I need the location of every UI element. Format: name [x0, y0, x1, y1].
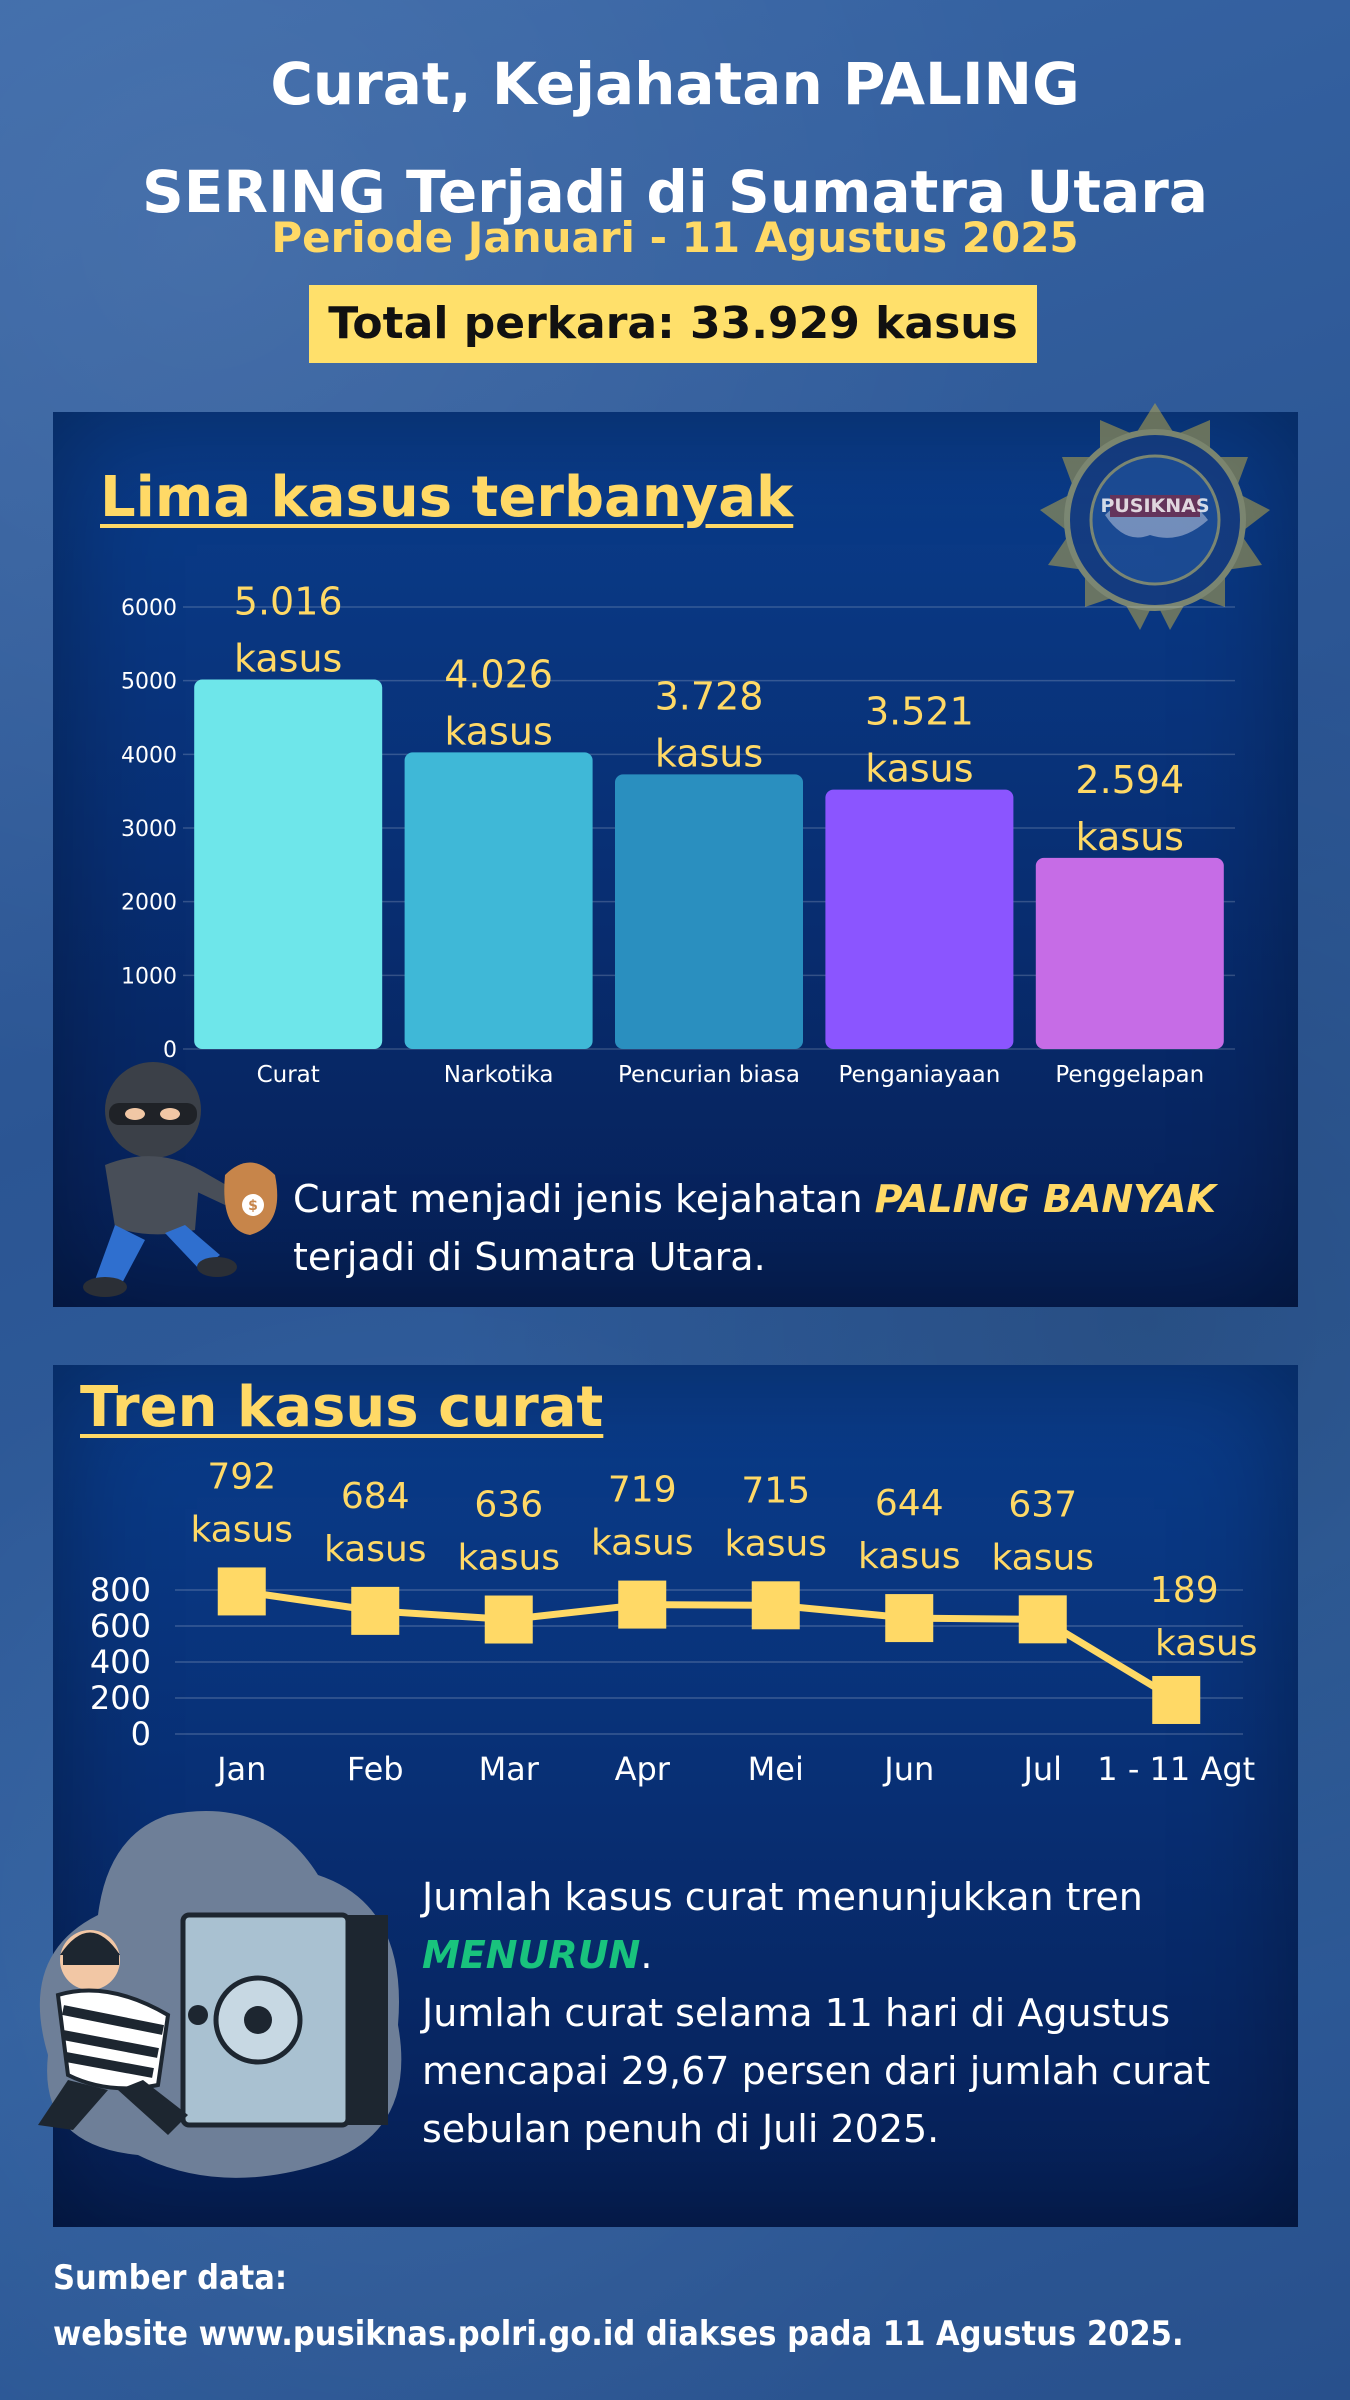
trend-point: [217, 1567, 266, 1616]
trend-category-label: Feb: [347, 1750, 404, 1788]
source-label: Sumber data:: [53, 2258, 288, 2298]
title-line-2: SERING Terjadi di Sumatra Utara: [142, 158, 1208, 226]
bar-category-label: Narkotika: [444, 1062, 554, 1088]
bar-y-tick-label: 2000: [121, 891, 177, 916]
safe-cracker-illustration: [38, 1811, 402, 2178]
trend-value-label: 684: [341, 1476, 410, 1517]
top-cases-heading: Lima kasus terbanyak: [100, 465, 794, 530]
bar-unit-label: kasus: [234, 636, 342, 680]
trend-category-label: Apr: [615, 1750, 671, 1788]
trend-point: [1018, 1595, 1067, 1644]
top-cases-bar-chart: 0 1000 2000 3000 4000 5000 6000 5.016 kasus Cura…: [121, 579, 1235, 1088]
trend-value-label: 715: [741, 1470, 810, 1511]
trend-value-label: 189: [1150, 1570, 1219, 1611]
desc1-prefix: Curat menjadi jenis kejahatan: [293, 1177, 875, 1221]
desc2-prefix: Jumlah kasus curat menunjukkan tren: [422, 1875, 1143, 1919]
desc2-rest: Jumlah curat selama 11 hari di Agustus m…: [422, 1991, 1211, 2151]
bar-value-label: 2.594: [1075, 758, 1184, 802]
trend-unit-label: kasus: [1155, 1623, 1258, 1664]
period-subtitle: Periode Januari - 11 Agustus 2025: [271, 213, 1079, 262]
trend-category-label: Jun: [882, 1750, 934, 1788]
bar-category-label: Penganiayaan: [838, 1062, 1000, 1088]
bar-value-label: 5.016: [234, 579, 343, 623]
bar-y-tick-label: 0: [163, 1038, 177, 1063]
svg-text:$: $: [248, 1198, 258, 1214]
trend-value-label: 637: [1008, 1484, 1077, 1525]
trend-value-label: 644: [875, 1483, 944, 1524]
page-title: Curat, Kejahatan PALING SERING Terjadi d…: [0, 30, 1350, 246]
trend-point: [618, 1580, 667, 1629]
desc1-highlight: PALING BANYAK: [874, 1177, 1216, 1221]
trend-unit-label: kasus: [190, 1509, 293, 1550]
desc1-suffix: terjadi di Sumatra Utara.: [293, 1235, 766, 1279]
trend-description: Jumlah kasus curat menunjukkan tren MENU…: [422, 1868, 1292, 2158]
bar-y-tick-label: 3000: [121, 817, 177, 842]
trend-point: [751, 1581, 800, 1630]
bar-unit-label: kasus: [655, 731, 763, 775]
title-line-1: Curat, Kejahatan PALING: [270, 50, 1080, 118]
trend-category-label: Mei: [748, 1750, 804, 1788]
bar-category-label: Penggelapan: [1055, 1062, 1204, 1088]
pusiknas-logo: PUSIKNAS: [1040, 403, 1270, 630]
top-cases-description: Curat menjadi jenis kejahatan PALING BAN…: [293, 1170, 1283, 1286]
trend-point: [351, 1586, 400, 1635]
bar-y-tick-label: 6000: [121, 596, 177, 621]
trend-heading: Tren kasus curat: [80, 1375, 604, 1440]
trend-value-label: 792: [207, 1456, 276, 1497]
logo-text: PUSIKNAS: [1100, 495, 1209, 517]
trend-unit-label: kasus: [591, 1523, 694, 1564]
desc2-highlight: MENURUN: [422, 1933, 641, 1977]
bar: [194, 679, 383, 1049]
trend-point: [1152, 1675, 1201, 1724]
trend-unit-label: kasus: [991, 1537, 1094, 1578]
trend-unit-label: kasus: [324, 1529, 427, 1570]
trend-category-label: Mar: [479, 1750, 540, 1788]
trend-unit-label: kasus: [724, 1523, 827, 1564]
bar-y-tick-label: 4000: [121, 743, 177, 768]
trend-value-label: 719: [608, 1470, 677, 1511]
bar-value-label: 3.521: [865, 690, 974, 734]
bar-y-tick-label: 1000: [121, 964, 177, 989]
trend-category-label: Jul: [1021, 1750, 1062, 1788]
line-y-tick-label: 600: [90, 1607, 151, 1645]
trend-unit-label: kasus: [457, 1538, 560, 1579]
bar: [615, 774, 803, 1049]
trend-value-label: 636: [474, 1485, 543, 1526]
line-y-tick-label: 400: [90, 1643, 151, 1681]
bar-y-tick-label: 5000: [121, 670, 177, 695]
trend-point: [885, 1594, 934, 1643]
line-y-tick-label: 800: [90, 1571, 151, 1609]
bar-category-label: Curat: [257, 1062, 320, 1088]
bar-unit-label: kasus: [865, 747, 973, 791]
line-y-tick-label: 0: [131, 1715, 151, 1753]
desc2-period: .: [640, 1933, 653, 1977]
trend-category-label: 1 - 11 Agt: [1097, 1750, 1255, 1788]
line-y-tick-label: 200: [90, 1679, 151, 1717]
source-note: Sumber data: website www.pusiknas.polri.…: [53, 2250, 1303, 2362]
trend-unit-label: kasus: [858, 1536, 961, 1577]
bar: [825, 789, 1014, 1049]
bar-value-label: 3.728: [655, 674, 764, 718]
bar: [404, 752, 593, 1049]
total-cases-badge: Total perkara: 33.929 kasus: [309, 285, 1037, 363]
bar-category-label: Pencurian biasa: [618, 1062, 800, 1088]
bar-unit-label: kasus: [444, 709, 552, 753]
bar-unit-label: kasus: [1076, 815, 1184, 859]
bar: [1035, 857, 1224, 1049]
running-thief-illustration: $: [83, 1062, 278, 1297]
bar-value-label: 4.026: [444, 652, 553, 696]
trend-point: [484, 1595, 533, 1644]
source-url-line: website www.pusiknas.polri.go.id diakses…: [53, 2314, 1184, 2354]
trend-category-label: Jan: [215, 1750, 266, 1788]
